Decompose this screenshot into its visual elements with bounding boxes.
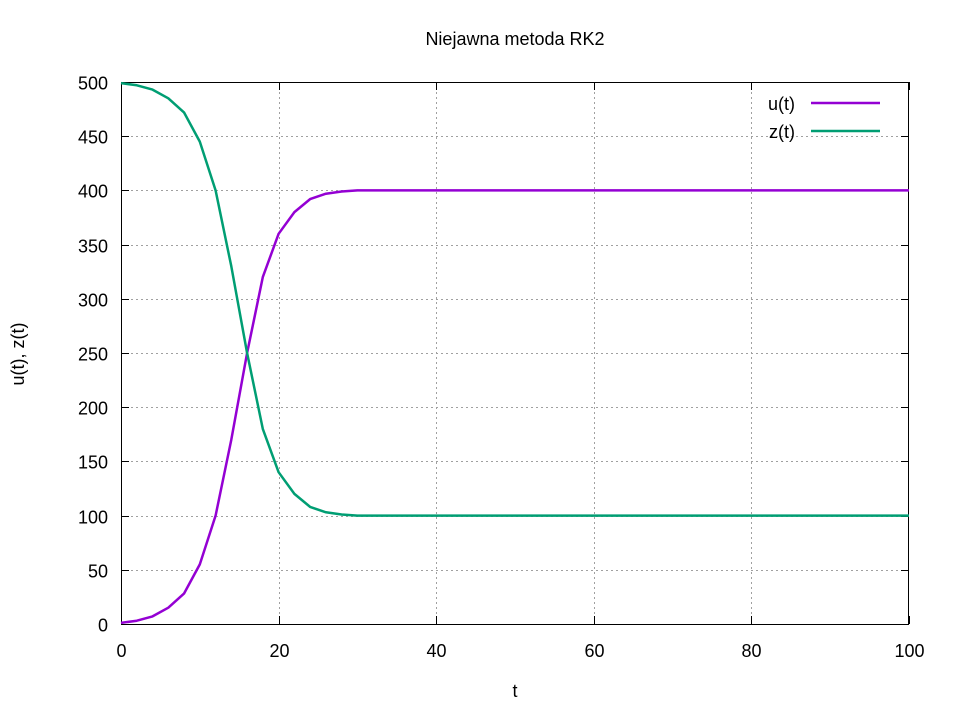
y-tick-label: 0 [98,616,108,636]
series-line-u-t [120,189,909,625]
y-tick-label: 250 [78,345,108,365]
x-tick-label: 60 [584,641,604,661]
axis-ticks: 0 20 40 60 80 100 0 50 100 150 200 250 300 350 400 450 5… [78,74,925,662]
x-tick-label: 80 [741,641,761,661]
chart-title: Niejawna metoda RK2 [425,29,604,49]
x-tick-label: 100 [894,641,924,661]
y-tick-label: 500 [78,74,108,94]
series-line-z-t [120,81,909,517]
y-axis-label: u(t), z(t) [8,323,28,386]
y-tick-label: 350 [78,237,108,257]
y-tick-label: 400 [78,182,108,202]
x-tick-label: 0 [116,641,126,661]
legend-label-z-t: z(t) [769,122,795,142]
x-axis-label: t [512,681,517,701]
legend-label-u-t: u(t) [768,94,795,114]
y-tick-label: 50 [88,562,108,582]
x-tick-label: 20 [269,641,289,661]
y-tick-label: 200 [78,399,108,419]
y-tick-label: 150 [78,453,108,473]
y-tick-label: 450 [78,128,108,148]
series-lines [120,81,909,625]
legend: u(t) z(t) [768,94,880,142]
y-tick-label: 100 [78,508,108,528]
x-tick-label: 40 [426,641,446,661]
y-tick-label: 300 [78,291,108,311]
